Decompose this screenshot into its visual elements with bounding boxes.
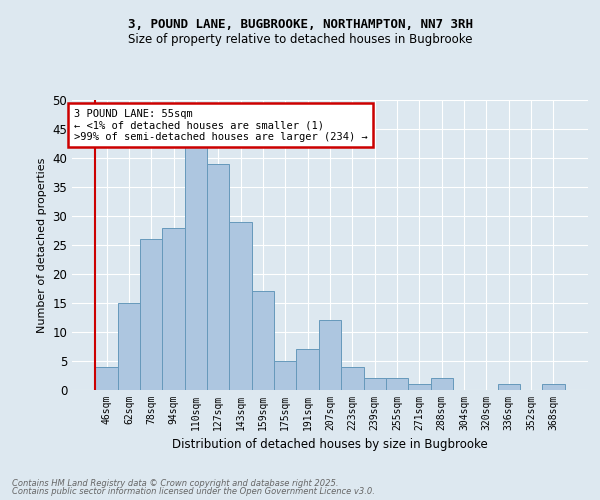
Bar (296, 350, 319, 390)
Bar (229, 222, 252, 390)
Bar (319, 320, 341, 390)
Bar (386, 378, 408, 390)
Bar (252, 292, 274, 390)
Bar (207, 164, 229, 390)
Bar (163, 228, 185, 390)
X-axis label: Distribution of detached houses by size in Bugbrooke: Distribution of detached houses by size … (172, 438, 488, 452)
Bar (364, 378, 386, 390)
Text: Size of property relative to detached houses in Bugbrooke: Size of property relative to detached ho… (128, 32, 472, 46)
Bar (118, 303, 140, 390)
Bar (185, 146, 207, 390)
Bar (95, 367, 118, 390)
Bar (542, 384, 565, 390)
Text: Contains HM Land Registry data © Crown copyright and database right 2025.: Contains HM Land Registry data © Crown c… (12, 478, 338, 488)
Bar (408, 384, 431, 390)
Text: 3, POUND LANE, BUGBROOKE, NORTHAMPTON, NN7 3RH: 3, POUND LANE, BUGBROOKE, NORTHAMPTON, N… (128, 18, 473, 30)
Text: 3 POUND LANE: 55sqm
← <1% of detached houses are smaller (1)
>99% of semi-detach: 3 POUND LANE: 55sqm ← <1% of detached ho… (74, 108, 367, 142)
Bar (497, 384, 520, 390)
Text: Contains public sector information licensed under the Open Government Licence v3: Contains public sector information licen… (12, 487, 375, 496)
Y-axis label: Number of detached properties: Number of detached properties (37, 158, 47, 332)
Bar (274, 361, 296, 390)
Bar (431, 378, 453, 390)
Bar (341, 367, 364, 390)
Bar (140, 239, 163, 390)
